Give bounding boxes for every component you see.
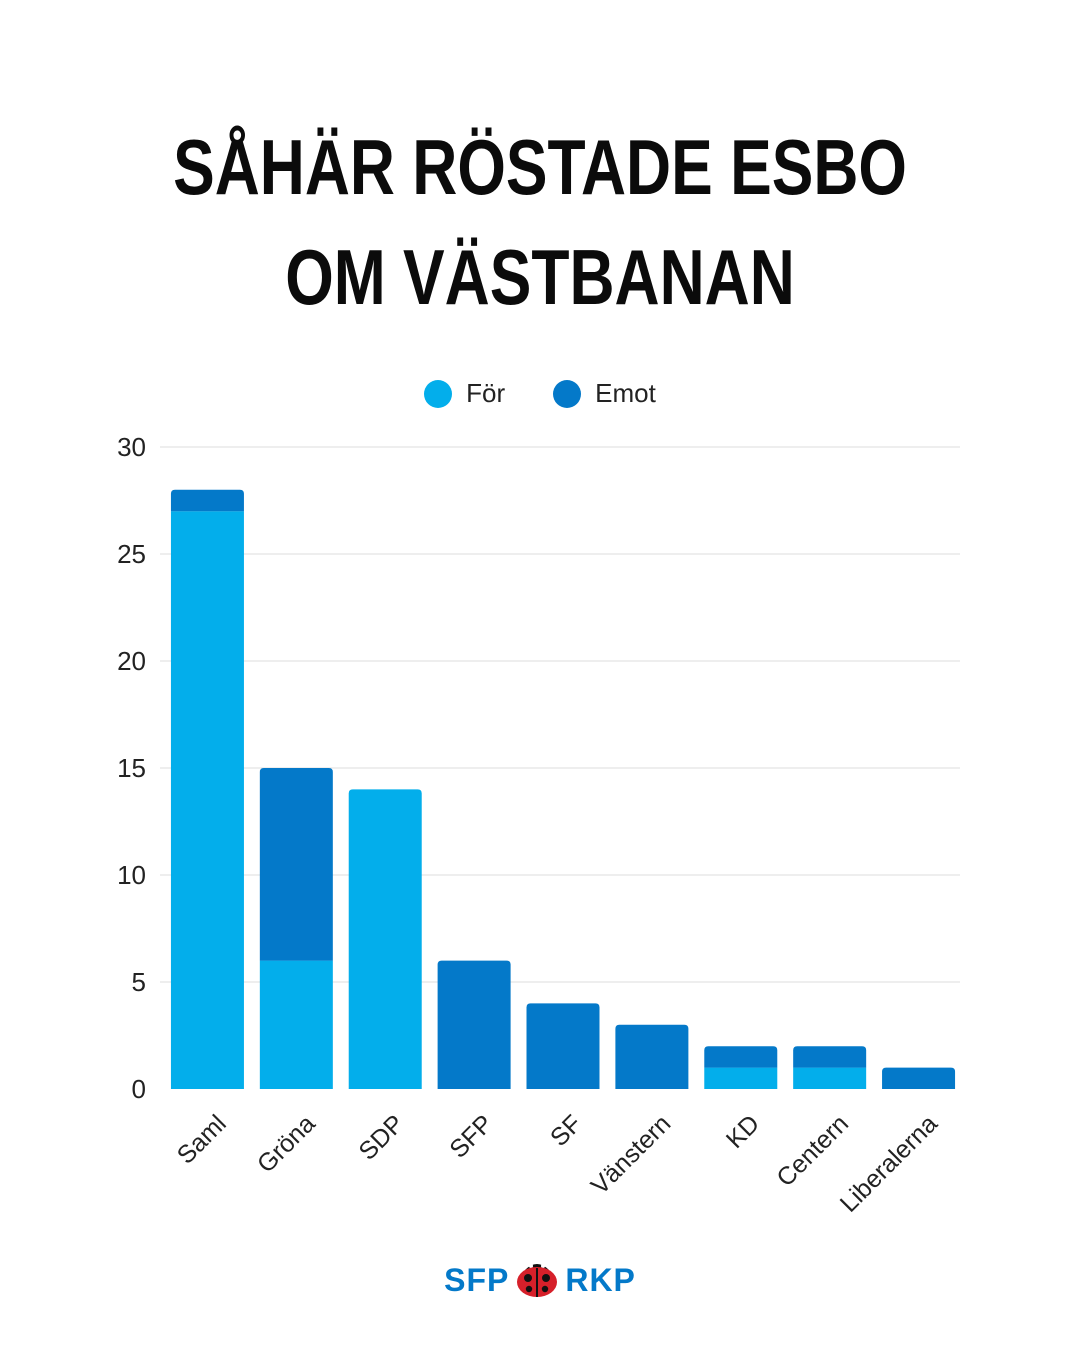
- bar-segment-against: [882, 1067, 956, 1089]
- y-tick-label: 20: [117, 646, 146, 676]
- ladybug-icon: [515, 1258, 559, 1303]
- bar-segment-for: [348, 789, 422, 1089]
- x-tick-label: Centern: [771, 1110, 854, 1193]
- x-tick-label: KD: [721, 1110, 765, 1154]
- x-tick-label: SF: [545, 1110, 587, 1152]
- x-tick-label: Vänstern: [586, 1110, 677, 1201]
- x-tick-label: SDP: [353, 1110, 409, 1166]
- y-tick-label: 30: [117, 432, 146, 462]
- y-tick-label: 0: [132, 1074, 146, 1104]
- chart-title: SÅHÄR RÖSTADE ESBO OM VÄSTBANAN: [0, 112, 1080, 332]
- logo-text-sfp: SFP: [444, 1262, 510, 1298]
- bar-segment-against: [615, 1024, 689, 1089]
- x-tick-label: Liberalerna: [835, 1110, 943, 1218]
- bar-segment-against: [437, 960, 511, 1089]
- y-tick-label: 10: [117, 860, 146, 890]
- y-tick-label: 25: [117, 539, 146, 569]
- x-tick-label: Saml: [172, 1110, 232, 1170]
- sfp-rkp-logo: SFP RKP: [0, 1258, 1080, 1303]
- logo-text-rkp: RKP: [565, 1262, 636, 1298]
- bar-segment-for: [704, 1067, 778, 1089]
- y-tick-label: 5: [132, 967, 146, 997]
- legend-swatch-for: [424, 379, 453, 408]
- x-tick-label: SFP: [444, 1110, 498, 1164]
- legend-item-against: Emot: [553, 378, 656, 409]
- bar-segment-for: [793, 1067, 867, 1089]
- title-line-1: SÅHÄR RÖSTADE ESBO: [173, 123, 907, 211]
- legend-swatch-against: [553, 379, 582, 408]
- bar-segment-against: [170, 489, 244, 512]
- bar-segment-against: [704, 1046, 778, 1068]
- x-tick-label: Gröna: [252, 1110, 321, 1179]
- chart-legend: För Emot: [0, 378, 1080, 409]
- legend-label-against: Emot: [595, 378, 656, 408]
- title-line-2: OM VÄSTBANAN: [285, 233, 795, 321]
- bar-segment-against: [526, 1003, 600, 1089]
- bar-segment-against: [259, 768, 333, 961]
- bar-segment-for: [170, 511, 244, 1089]
- bar-segment-against: [793, 1046, 867, 1068]
- legend-label-for: För: [466, 378, 506, 408]
- y-tick-label: 15: [117, 753, 146, 783]
- legend-item-for: För: [424, 378, 505, 409]
- bar-segment-for: [259, 960, 333, 1089]
